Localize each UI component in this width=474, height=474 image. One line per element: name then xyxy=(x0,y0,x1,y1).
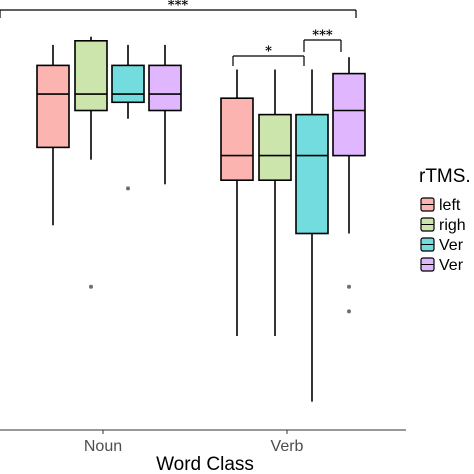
legend-title: rTMS. xyxy=(419,166,471,187)
box-iqr xyxy=(148,64,182,112)
box-iqr xyxy=(258,113,292,181)
significance-label: *** xyxy=(312,28,333,43)
box-iqr xyxy=(295,113,329,235)
plot-area: Noun Verb******* xyxy=(0,0,406,455)
legend: left righ Ver Ver xyxy=(420,197,466,274)
box-iqr xyxy=(332,72,366,157)
legend-label: Ver xyxy=(439,237,464,254)
x-tick-label: Verb xyxy=(271,438,304,455)
box-iqr xyxy=(220,97,254,181)
box-iqr xyxy=(111,64,145,104)
outlier-point xyxy=(347,309,351,314)
legend-label: Ver xyxy=(439,257,464,274)
box-iqr xyxy=(74,39,108,112)
x-tick-label: Noun xyxy=(84,438,122,455)
significance-label: *** xyxy=(168,0,189,13)
legend-label: left xyxy=(439,197,461,214)
box-iqr xyxy=(36,64,70,149)
outlier-point xyxy=(347,284,351,289)
outlier-point xyxy=(89,284,93,289)
x-axis-title: Word Class xyxy=(156,454,254,474)
significance-label: * xyxy=(265,44,272,59)
outlier-point xyxy=(126,186,130,191)
legend-label: righ xyxy=(439,217,466,234)
